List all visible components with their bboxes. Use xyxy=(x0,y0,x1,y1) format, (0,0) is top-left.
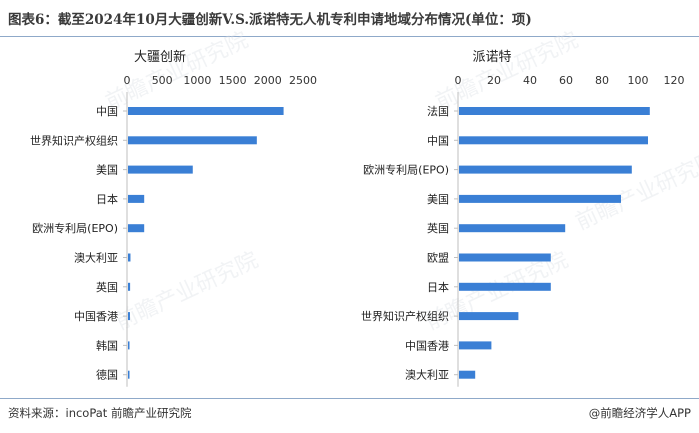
bar xyxy=(459,253,551,262)
category-label: 中国 xyxy=(96,105,118,118)
bar xyxy=(128,341,130,350)
category-label: 澳大利亚 xyxy=(74,251,118,265)
watermark-text: 前瞻产业研究院 xyxy=(112,248,262,336)
category-label: 日本 xyxy=(427,280,449,294)
category-label: 世界知识产权组织 xyxy=(361,309,449,323)
bar xyxy=(128,253,131,262)
title-divider xyxy=(0,36,699,37)
category-label: 英国 xyxy=(427,221,449,235)
bar xyxy=(459,370,476,379)
category-label: 中国 xyxy=(427,134,449,147)
x-tick-label: 80 xyxy=(595,74,609,87)
watermark-text: 前瞻产业研究院 xyxy=(102,28,252,116)
x-tick-label: 0 xyxy=(455,74,462,87)
category-label: 欧盟 xyxy=(427,252,449,265)
category-label: 德国 xyxy=(96,368,118,382)
category-label: 澳大利亚 xyxy=(405,368,449,382)
x-tick-label: 500 xyxy=(152,74,173,87)
category-label: 美国 xyxy=(96,164,118,177)
category-label: 韩国 xyxy=(96,338,118,352)
watermark-text: 前瞻产业研究院 xyxy=(572,148,699,236)
x-tick-label: 1500 xyxy=(219,74,247,87)
panel-title: 大疆创新 xyxy=(134,49,186,65)
bar xyxy=(128,282,131,291)
bar xyxy=(128,224,145,233)
category-label: 法国 xyxy=(427,104,449,118)
x-tick-label: 2500 xyxy=(289,74,317,87)
category-label: 日本 xyxy=(96,192,118,206)
footer-divider xyxy=(0,398,699,399)
x-tick-label: 20 xyxy=(487,74,501,87)
category-label: 中国香港 xyxy=(405,339,449,352)
panel-title: 派诺特 xyxy=(472,50,511,65)
category-label: 世界知识产权组织 xyxy=(30,133,118,147)
bar xyxy=(459,136,648,145)
bar xyxy=(128,165,193,174)
bar xyxy=(128,107,284,115)
category-label: 欧洲专利局(EPO) xyxy=(363,163,449,177)
source-note: 资料来源：incoPat 前瞻产业研究院 xyxy=(8,406,192,420)
bar xyxy=(459,312,519,321)
bar xyxy=(459,165,632,174)
bar xyxy=(459,194,621,203)
bar xyxy=(459,224,566,233)
bar xyxy=(459,107,650,115)
category-label: 欧洲专利局(EPO) xyxy=(32,221,118,235)
x-tick-label: 120 xyxy=(664,74,685,87)
credit-note: @前瞻经济学人APP xyxy=(588,406,691,420)
x-tick-label: 40 xyxy=(523,74,537,87)
x-tick-label: 2000 xyxy=(254,74,282,87)
bar xyxy=(459,341,492,350)
category-label: 中国香港 xyxy=(74,310,118,323)
bar xyxy=(128,370,130,379)
watermark-text: 前瞻产业研究院 xyxy=(432,28,582,116)
bar xyxy=(459,282,551,291)
x-tick-label: 100 xyxy=(628,74,649,87)
chart-title: 图表6：截至2024年10月大疆创新V.S.派诺特无人机专利申请地域分布情况(单… xyxy=(8,12,532,28)
x-tick-label: 0 xyxy=(124,74,131,87)
bar xyxy=(128,194,145,203)
bar xyxy=(128,312,130,321)
x-tick-label: 60 xyxy=(559,74,573,87)
category-label: 英国 xyxy=(96,280,118,294)
category-label: 美国 xyxy=(427,193,449,206)
bar xyxy=(128,136,257,145)
x-tick-label: 1000 xyxy=(183,74,211,87)
